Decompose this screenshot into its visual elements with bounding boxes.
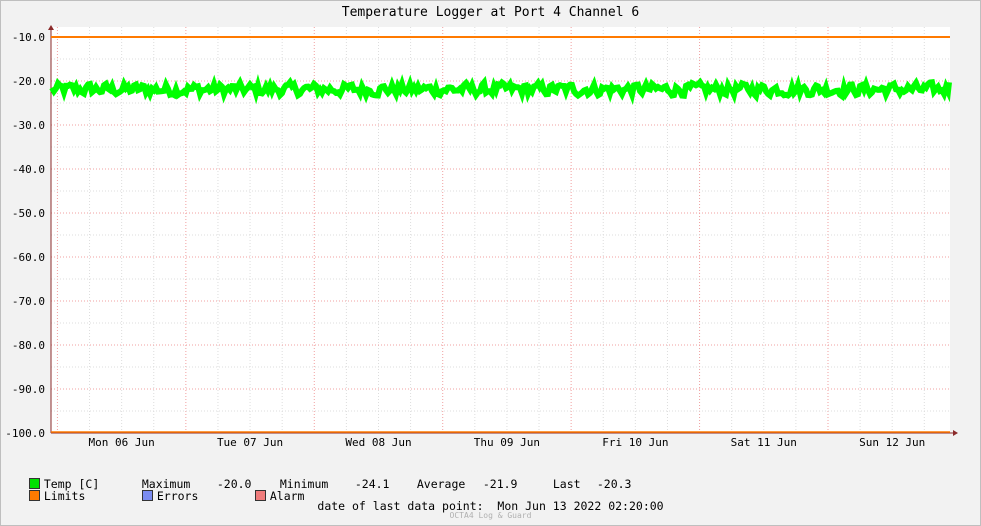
legend-row-temp: Temp [C] Maximum -20.0 Minimum -24.1 Average -… [15,463,631,491]
y-axis-arrow [48,25,54,30]
stat-maximum-value: -20.0 [216,477,252,491]
y-tick-label: -60.0 [12,251,45,264]
y-tick-label: -100.0 [5,427,45,440]
stat-minimum-label: Minimum [279,477,329,491]
legend-swatch-alarm [254,490,266,501]
legend-label-temp: Temp [C] [43,477,100,491]
stat-average-label: Average [416,477,466,491]
stat-minimum-value: -24.1 [354,477,390,491]
legend-label-limits: Limits [43,489,86,503]
y-tick-label: -90.0 [12,383,45,396]
legend-swatch-errors [141,490,153,501]
stat-average-value: -21.9 [482,477,518,491]
x-tick-label: Thu 09 Jun [474,436,540,449]
x-tick-label: Sat 11 Jun [731,436,797,449]
last-data-value: Mon Jun 13 2022 02:20:00 [497,499,664,513]
y-tick-label: -10.0 [12,31,45,44]
stat-maximum-label: Maximum [141,477,191,491]
legend-label-errors: Errors [156,489,199,503]
chart-title: Temperature Logger at Port 4 Channel 6 [341,5,640,20]
last-data-label: date of last data point: [317,499,484,513]
x-tick-label: Fri 10 Jun [602,436,668,449]
y-tick-label: -70.0 [12,295,45,308]
last-data-point: date of last data point: Mon Jun 13 2022… [0,499,981,513]
x-tick-label: Tue 07 Jun [217,436,283,449]
legend-label-alarm: Alarm [269,489,305,503]
x-tick-label: Wed 08 Jun [345,436,411,449]
x-tick-label: Mon 06 Jun [89,436,155,449]
y-tick-label: -80.0 [12,339,45,352]
x-axis-arrow [953,430,958,436]
y-tick-label: -40.0 [12,163,45,176]
legend-swatch-limits [28,490,40,501]
legend-swatch-temp [28,478,40,489]
y-tick-label: -20.0 [12,75,45,88]
legend-row-other: Limits Errors Alarm [15,475,304,503]
stat-last-value: -20.3 [596,477,632,491]
stat-last-label: Last [552,477,581,491]
x-tick-label: Sun 12 Jun [859,436,925,449]
y-tick-label: -30.0 [12,119,45,132]
series-temp-line [49,74,952,105]
y-tick-label: -50.0 [12,207,45,220]
watermark-text: OCTA4 Log & Guard [449,511,532,520]
